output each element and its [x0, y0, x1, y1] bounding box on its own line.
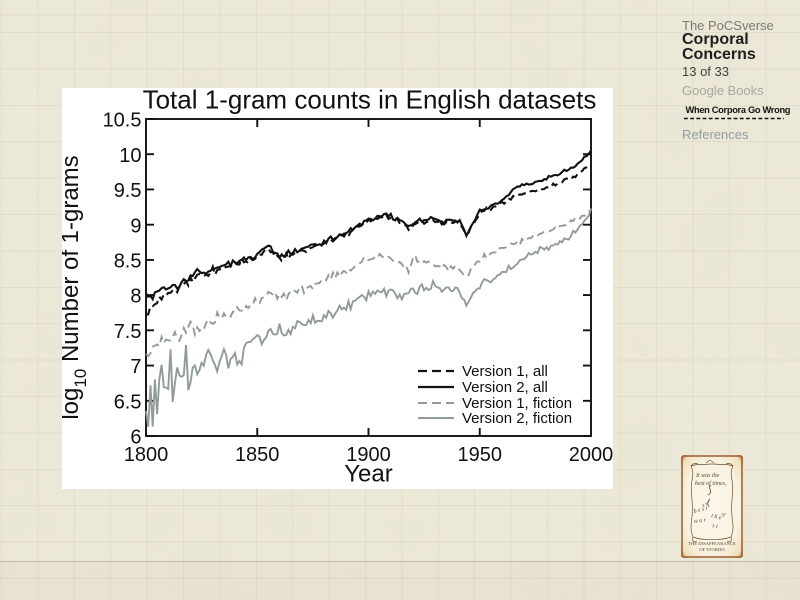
svg-text:Version 1, fiction: Version 1, fiction — [462, 395, 572, 412]
svg-text:1900: 1900 — [346, 444, 391, 466]
svg-text:Version 2, fiction: Version 2, fiction — [462, 410, 572, 427]
svg-text:of: of — [720, 512, 726, 518]
svg-text:It was the: It was the — [695, 473, 720, 479]
svg-text:w o r: w o r — [694, 517, 708, 525]
svg-text:best of times,: best of times, — [695, 480, 727, 487]
svg-text:1850: 1850 — [235, 444, 280, 466]
svg-text:7.5: 7.5 — [114, 321, 142, 343]
svg-text:THE DISAPPEARANCE: THE DISAPPEARANCE — [688, 541, 736, 546]
svg-text:8.5: 8.5 — [114, 251, 142, 273]
svg-text:Total 1-gram counts in English: Total 1-gram counts in English datasets — [143, 88, 597, 115]
svg-text:1800: 1800 — [124, 444, 169, 466]
svg-text:s t: s t — [712, 523, 719, 530]
svg-text:8: 8 — [130, 286, 141, 308]
svg-text:Version 2, all: Version 2, all — [462, 379, 548, 396]
svg-text:6: 6 — [130, 427, 141, 449]
svg-text:1950: 1950 — [458, 444, 503, 466]
svg-text:10: 10 — [119, 145, 141, 167]
svg-text:9: 9 — [130, 215, 141, 237]
svg-text:2000: 2000 — [569, 444, 613, 466]
svg-text:Year: Year — [344, 461, 393, 488]
svg-text:7: 7 — [130, 356, 141, 378]
svg-text:b e s t: b e s t — [693, 506, 709, 515]
svg-text:e r: e r — [702, 502, 709, 509]
svg-text:t h e: t h e — [710, 513, 722, 522]
svg-text:6.5: 6.5 — [114, 391, 142, 413]
svg-text:log10 Number of 1-grams: log10 Number of 1-grams — [62, 155, 90, 419]
svg-text:Version 1, all: Version 1, all — [462, 363, 548, 380]
svg-text:9.5: 9.5 — [114, 180, 142, 202]
svg-text:10.5: 10.5 — [103, 110, 142, 132]
svg-text:OF STORIES: OF STORIES — [699, 547, 725, 552]
